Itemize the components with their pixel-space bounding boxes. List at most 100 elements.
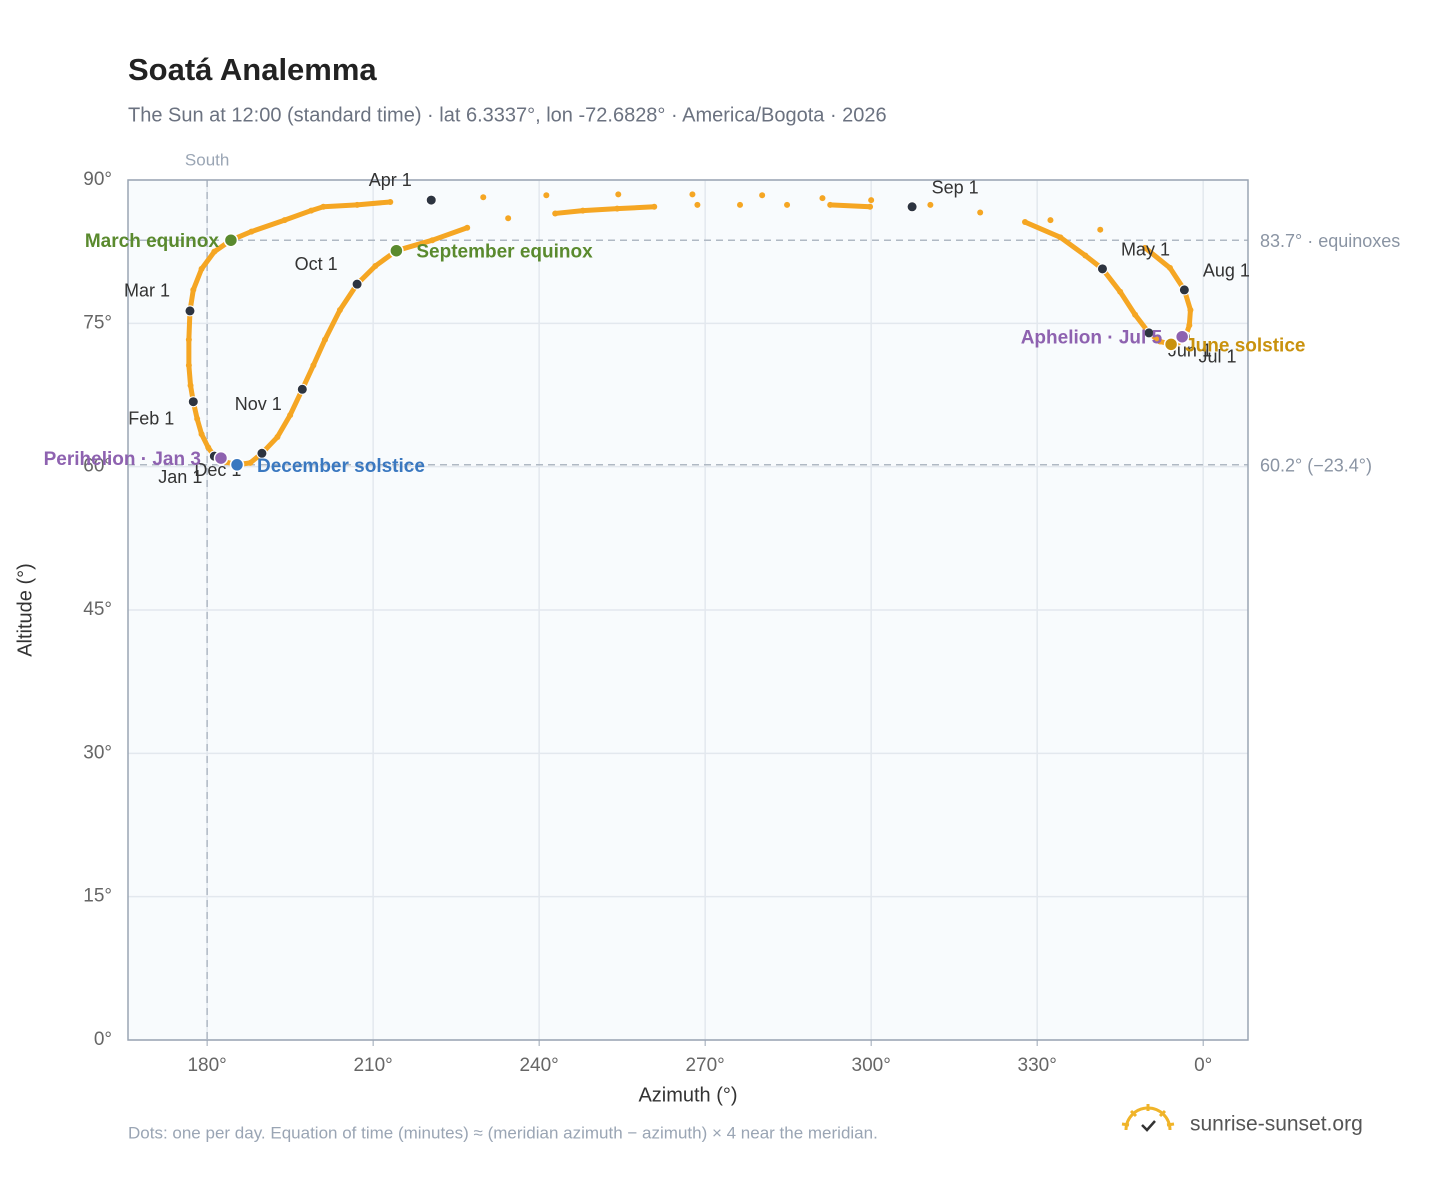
day-dot <box>308 207 315 214</box>
day-dot <box>321 336 328 343</box>
day-dot <box>480 194 487 201</box>
day-dot <box>194 415 201 422</box>
day-dot <box>552 210 559 217</box>
y-tick-label: 15° <box>83 886 112 907</box>
y-tick-label: 90° <box>83 169 112 190</box>
day-dot <box>759 192 766 199</box>
path-segment <box>354 199 393 208</box>
path-segment <box>199 249 217 272</box>
event-label: September equinox <box>416 242 593 263</box>
path-segment <box>1117 289 1138 318</box>
y-tick-label: 0° <box>94 1029 112 1050</box>
month-marker <box>906 201 918 213</box>
event-marker <box>1163 337 1179 352</box>
month-marker <box>425 194 437 206</box>
day-dot <box>372 263 379 269</box>
day-dot <box>1097 226 1104 233</box>
event-marker <box>213 450 229 466</box>
month-marker <box>351 278 363 290</box>
day-dot <box>579 207 586 214</box>
day-dot <box>185 336 192 343</box>
x-tick-label: 0° <box>1194 1055 1212 1076</box>
day-dot <box>819 195 826 202</box>
day-dot <box>185 362 192 369</box>
month-marker <box>184 305 196 317</box>
reference-label: 60.2° (−23.4°) <box>1260 456 1372 476</box>
x-tick-label: 240° <box>519 1055 558 1076</box>
day-dot <box>868 197 875 204</box>
x-tick-label: 210° <box>353 1055 392 1076</box>
day-dot <box>867 203 874 210</box>
event-label: June solstice <box>1185 335 1305 356</box>
y-tick-label: 45° <box>83 599 112 620</box>
day-dot <box>211 248 218 255</box>
day-dot <box>320 203 327 210</box>
day-dot <box>1142 244 1149 251</box>
day-dot <box>1057 234 1064 241</box>
plot-layer <box>128 179 1248 1041</box>
day-dot <box>198 265 205 272</box>
month-label: Dec 1 <box>194 460 241 480</box>
x-axis-label: Azimuth (°) <box>638 1084 737 1106</box>
path-segment <box>248 217 288 235</box>
x-tick-label: 270° <box>685 1055 724 1076</box>
brand-logo <box>1121 1104 1175 1132</box>
day-dot <box>784 201 791 208</box>
month-label: Apr 1 <box>369 170 412 190</box>
day-dot <box>1187 306 1194 313</box>
y-tick-label: 30° <box>83 742 112 763</box>
path-segment <box>1022 219 1063 240</box>
day-dot <box>1186 322 1193 329</box>
month-marker <box>1096 263 1108 275</box>
day-dot <box>977 209 984 216</box>
month-label: Mar 1 <box>124 281 170 301</box>
path-segment <box>190 266 205 293</box>
chart-subtitle: The Sun at 12:00 (standard time) · lat 6… <box>128 104 887 126</box>
event-marker <box>229 457 245 473</box>
y-axis-label: Altitude (°) <box>14 563 36 657</box>
day-dot <box>1021 219 1028 226</box>
footnote: Dots: one per day. Equation of time (min… <box>128 1123 878 1142</box>
event-label: March equinox <box>85 231 220 252</box>
path-segment <box>1142 245 1173 271</box>
month-label: Jun 1 <box>1168 341 1212 361</box>
y-tick-label: 60° <box>83 456 112 477</box>
month-label: Jul 1 <box>1198 346 1236 366</box>
day-dot <box>387 198 394 205</box>
day-dot <box>287 412 294 419</box>
day-dot <box>694 201 701 208</box>
event-marker <box>223 232 239 248</box>
path-segment <box>186 362 194 388</box>
path-segment <box>429 225 470 243</box>
day-dot <box>1047 217 1054 224</box>
day-dot <box>248 228 255 235</box>
path-segment <box>274 412 293 440</box>
event-marker <box>1174 329 1190 344</box>
day-dot <box>205 444 212 451</box>
plot-border <box>127 179 1249 1041</box>
month-marker <box>1178 284 1190 296</box>
day-dot <box>281 217 288 224</box>
day-dot <box>827 201 834 208</box>
month-label: Sep 1 <box>932 178 979 198</box>
brand: sunrise-sunset.org <box>1190 1113 1363 1136</box>
month-label: Oct 1 <box>295 254 338 274</box>
path-segment <box>322 307 343 343</box>
x-tick-label: 330° <box>1018 1055 1057 1076</box>
path-segment <box>320 202 360 210</box>
path-segment <box>552 208 586 216</box>
month-label: May 1 <box>1121 240 1170 260</box>
chart-title: Soatá Analemma <box>128 52 377 87</box>
path-segment <box>580 206 620 214</box>
day-dot <box>198 431 205 438</box>
event-label: Perihelion · Jan 3 <box>44 449 201 470</box>
day-dot <box>190 286 197 293</box>
month-label: Feb 1 <box>128 408 174 428</box>
day-dot <box>615 191 622 198</box>
path-segment <box>827 202 873 210</box>
month-marker <box>187 396 199 408</box>
day-dot <box>354 201 361 208</box>
day-dot <box>543 192 550 199</box>
reference-label: 83.7° · equinoxes <box>1260 231 1400 251</box>
event-label: Aphelion · Jul 5 <box>1021 328 1163 349</box>
